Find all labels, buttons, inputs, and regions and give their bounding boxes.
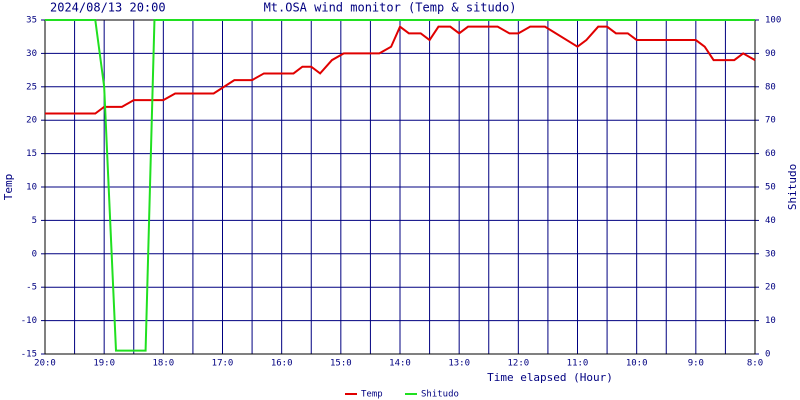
x-tick-label: 11:0: [567, 359, 589, 369]
y-tick-label: 0: [32, 249, 37, 259]
y-tick-label: 25: [26, 82, 37, 92]
y-tick-label: 10: [26, 183, 37, 193]
x-tick-label: 15:0: [330, 359, 352, 369]
y2-tick-label: 10: [765, 316, 776, 326]
x-tick-label: 19:0: [93, 359, 115, 369]
timestamp: 2024/08/13 20:00: [50, 1, 166, 15]
y-tick-label: -10: [21, 316, 37, 326]
y2-tick-label: 90: [765, 49, 776, 59]
x-tick-label: 20:0: [34, 359, 56, 369]
x-tick-label: 10:0: [626, 359, 648, 369]
y2-tick-label: 60: [765, 149, 776, 159]
y-tick-label: 35: [26, 16, 37, 26]
y-tick-label: 5: [32, 216, 37, 226]
x-tick-label: 9:0: [688, 359, 704, 369]
legend-label: Temp: [361, 390, 383, 400]
chart-title: Mt.OSA wind monitor (Temp & situdo): [264, 1, 517, 15]
y-tick-label: 30: [26, 49, 37, 59]
y-tick-label: 15: [26, 149, 37, 159]
x-tick-label: 16:0: [271, 359, 293, 369]
series-line: [45, 19, 755, 352]
y-axis-label: Temp: [2, 174, 15, 201]
y2-tick-label: 100: [765, 16, 781, 26]
x-tick-label: 17:0: [212, 359, 234, 369]
y2-axis-label: Shitudo: [786, 164, 799, 210]
y2-tick-label: 20: [765, 283, 776, 293]
y2-tick-label: 70: [765, 116, 776, 126]
x-tick-label: 12:0: [507, 359, 529, 369]
y-tick-label: 20: [26, 116, 37, 126]
y-tick-label: -15: [21, 350, 37, 360]
x-tick-label: 8:0: [747, 359, 763, 369]
y2-tick-label: 40: [765, 216, 776, 226]
legend-label: Shitudo: [421, 390, 459, 400]
y2-tick-label: 50: [765, 183, 776, 193]
x-tick-label: 13:0: [448, 359, 470, 369]
y2-tick-label: 30: [765, 249, 776, 259]
y2-tick-label: 80: [765, 82, 776, 92]
y2-tick-label: 0: [765, 350, 770, 360]
x-tick-label: 18:0: [152, 359, 174, 369]
y-tick-label: -5: [26, 283, 37, 293]
x-tick-label: 14:0: [389, 359, 411, 369]
series-line: [45, 25, 756, 115]
x-axis-label: Time elapsed (Hour): [487, 371, 613, 384]
